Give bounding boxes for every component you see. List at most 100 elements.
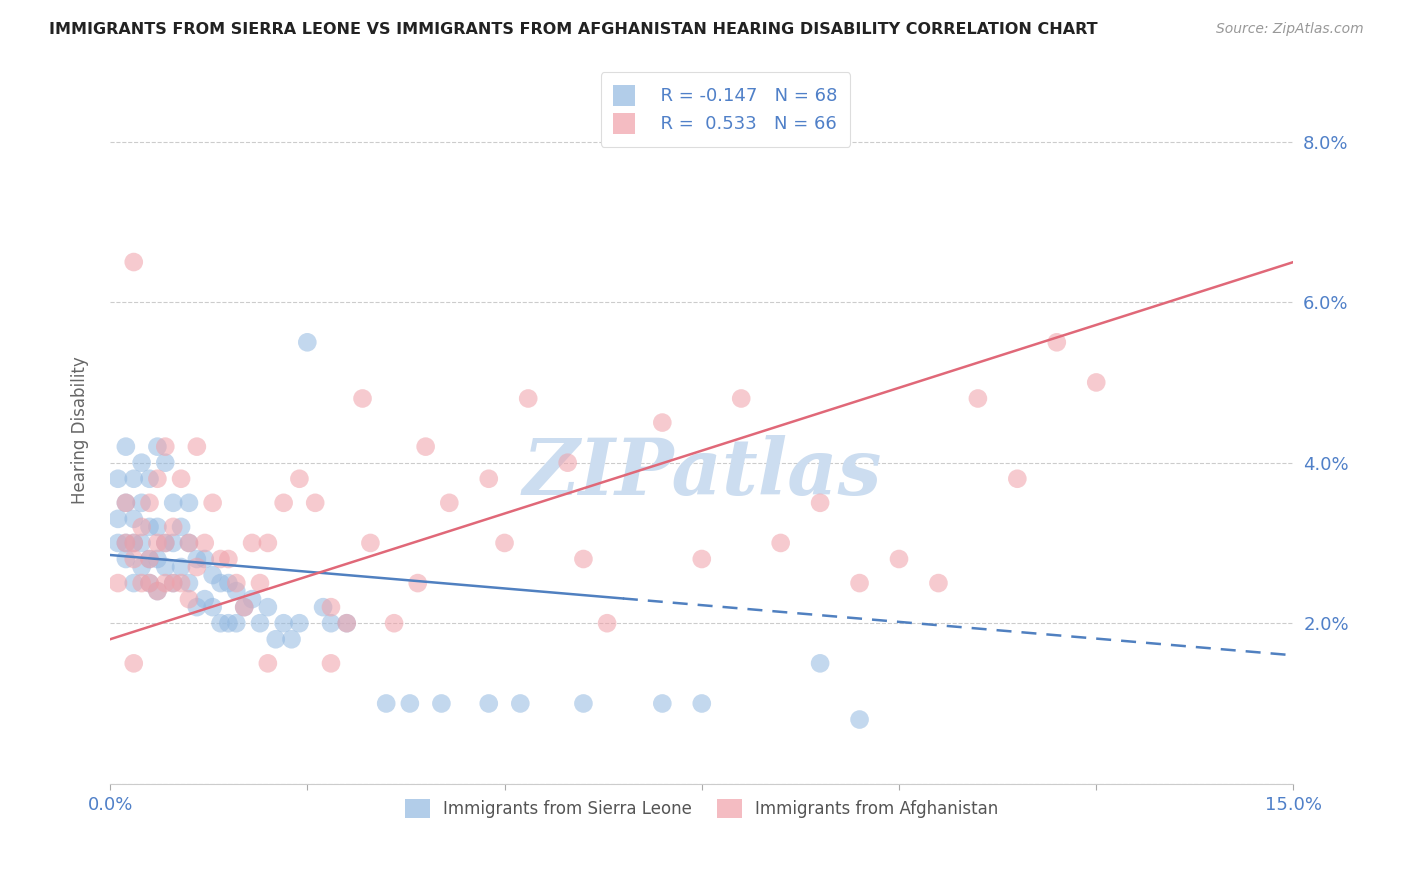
Point <box>225 616 247 631</box>
Point <box>131 520 153 534</box>
Point <box>478 472 501 486</box>
Point <box>572 697 595 711</box>
Point <box>122 576 145 591</box>
Point <box>138 552 160 566</box>
Point <box>297 335 319 350</box>
Point <box>967 392 990 406</box>
Point <box>1007 472 1029 486</box>
Point <box>107 536 129 550</box>
Point <box>138 552 160 566</box>
Point <box>186 552 208 566</box>
Point <box>690 552 713 566</box>
Point <box>249 576 271 591</box>
Point <box>336 616 359 631</box>
Point <box>122 255 145 269</box>
Point <box>257 657 280 671</box>
Point <box>131 576 153 591</box>
Point <box>115 552 138 566</box>
Point <box>155 576 177 591</box>
Point <box>1046 335 1069 350</box>
Point <box>848 713 870 727</box>
Point <box>927 576 949 591</box>
Point <box>382 616 405 631</box>
Text: ZIPatlas: ZIPatlas <box>522 434 882 511</box>
Point <box>808 496 831 510</box>
Point <box>319 657 342 671</box>
Point <box>131 456 153 470</box>
Point <box>415 440 437 454</box>
Point <box>146 520 169 534</box>
Point <box>273 616 295 631</box>
Point <box>122 472 145 486</box>
Point <box>138 576 160 591</box>
Point <box>312 600 335 615</box>
Point <box>509 697 531 711</box>
Point <box>209 552 232 566</box>
Point <box>194 536 217 550</box>
Point <box>359 536 381 550</box>
Legend: Immigrants from Sierra Leone, Immigrants from Afghanistan: Immigrants from Sierra Leone, Immigrants… <box>398 792 1005 825</box>
Point <box>122 536 145 550</box>
Point <box>107 576 129 591</box>
Point <box>162 536 184 550</box>
Point <box>177 576 200 591</box>
Point <box>288 616 311 631</box>
Text: IMMIGRANTS FROM SIERRA LEONE VS IMMIGRANTS FROM AFGHANISTAN HEARING DISABILITY C: IMMIGRANTS FROM SIERRA LEONE VS IMMIGRAN… <box>49 22 1098 37</box>
Point <box>233 600 256 615</box>
Text: Source: ZipAtlas.com: Source: ZipAtlas.com <box>1216 22 1364 37</box>
Point <box>115 440 138 454</box>
Point <box>730 392 752 406</box>
Point <box>177 592 200 607</box>
Point <box>107 512 129 526</box>
Point <box>122 512 145 526</box>
Point <box>131 496 153 510</box>
Point <box>138 576 160 591</box>
Point <box>249 616 271 631</box>
Point <box>115 496 138 510</box>
Point <box>651 697 673 711</box>
Point <box>138 472 160 486</box>
Point <box>887 552 910 566</box>
Point <box>201 600 224 615</box>
Point <box>439 496 461 510</box>
Point <box>233 600 256 615</box>
Point <box>201 496 224 510</box>
Point <box>170 576 193 591</box>
Point <box>209 576 232 591</box>
Point <box>122 552 145 566</box>
Point <box>288 472 311 486</box>
Point <box>217 576 239 591</box>
Point <box>146 536 169 550</box>
Point <box>257 600 280 615</box>
Point <box>319 600 342 615</box>
Point <box>517 392 540 406</box>
Point <box>651 416 673 430</box>
Point <box>155 536 177 550</box>
Point <box>217 552 239 566</box>
Point <box>162 576 184 591</box>
Point <box>240 536 263 550</box>
Point <box>146 584 169 599</box>
Point <box>194 592 217 607</box>
Point <box>280 632 302 647</box>
Point <box>336 616 359 631</box>
Point <box>146 584 169 599</box>
Point <box>225 576 247 591</box>
Point <box>122 536 145 550</box>
Point <box>146 440 169 454</box>
Point <box>177 536 200 550</box>
Point <box>478 697 501 711</box>
Point <box>690 697 713 711</box>
Point <box>225 584 247 599</box>
Point <box>170 472 193 486</box>
Point <box>162 520 184 534</box>
Point <box>352 392 374 406</box>
Point <box>1085 376 1108 390</box>
Point <box>209 616 232 631</box>
Point <box>122 657 145 671</box>
Point <box>572 552 595 566</box>
Point <box>115 536 138 550</box>
Point <box>399 697 422 711</box>
Point <box>304 496 326 510</box>
Point <box>596 616 619 631</box>
